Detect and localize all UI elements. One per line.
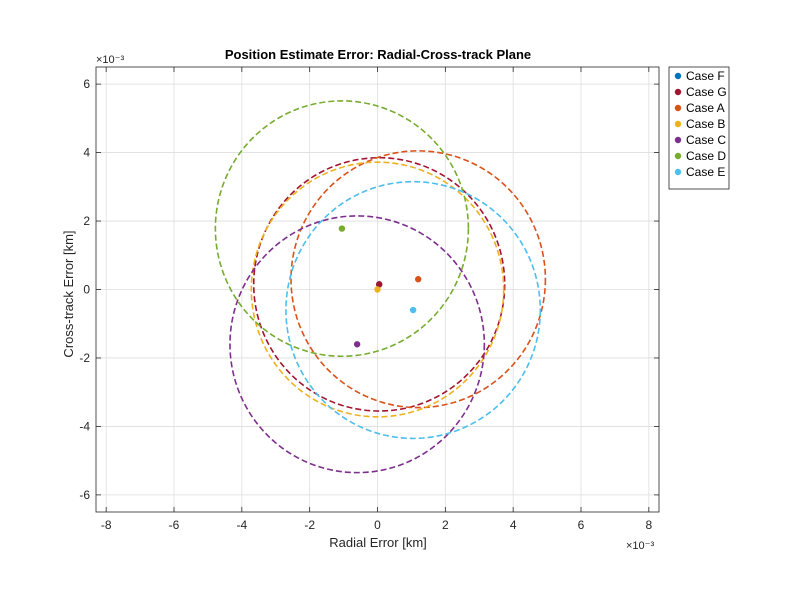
legend-marker-case-a bbox=[674, 104, 682, 112]
y-tick-label: 2 bbox=[83, 214, 90, 228]
ellipse-case-a bbox=[290, 150, 547, 409]
point-case-a bbox=[414, 276, 422, 283]
y-exponent-label: ×10⁻³ bbox=[96, 54, 124, 66]
legend-marker-case-g bbox=[674, 88, 682, 96]
ellipse-case-e bbox=[285, 180, 542, 440]
x-tick-label: 8 bbox=[645, 518, 652, 532]
ellipse-case-g bbox=[252, 156, 506, 412]
y-tick-label: -6 bbox=[79, 488, 90, 502]
legend: Case F Case G Case A Case B Case C Case D Case… bbox=[668, 66, 730, 190]
legend-marker-case-e bbox=[674, 168, 682, 176]
legend-label-case-b: Case B bbox=[686, 117, 725, 131]
legend-label-case-c: Case C bbox=[686, 133, 726, 147]
y-tick-label: -4 bbox=[79, 419, 90, 433]
x-tick-label: -4 bbox=[237, 518, 248, 532]
legend-box bbox=[668, 66, 730, 190]
legend-marker-case-f bbox=[674, 72, 682, 80]
point-case-d bbox=[338, 225, 346, 232]
ticks: -8 -6 -4 -2 0 2 4 6 8 -6 -4 -2 0 2 4 6 bbox=[79, 67, 659, 532]
legend-label-case-g: Case G bbox=[686, 85, 727, 99]
point-case-g bbox=[375, 281, 383, 288]
legend-label-case-a: Case A bbox=[686, 101, 725, 115]
ellipse-case-c bbox=[229, 215, 486, 474]
chart-title: Position Estimate Error: Radial-Cross-tr… bbox=[225, 47, 531, 62]
legend-label-case-e: Case E bbox=[686, 165, 725, 179]
legend-label-case-f: Case F bbox=[686, 69, 725, 83]
y-tick-label: -2 bbox=[79, 351, 90, 365]
x-tick-label: -2 bbox=[304, 518, 315, 532]
legend-marker-case-c bbox=[674, 136, 682, 144]
x-exponent-label: ×10⁻³ bbox=[626, 540, 654, 552]
x-tick-label: -8 bbox=[101, 518, 112, 532]
ellipse-case-d bbox=[214, 100, 470, 358]
grid bbox=[96, 67, 659, 512]
x-tick-label: 0 bbox=[374, 518, 381, 532]
point-case-c bbox=[353, 341, 361, 348]
x-axis-label: Radial Error [km] bbox=[329, 535, 427, 550]
y-tick-label: 4 bbox=[83, 146, 90, 160]
legend-label-case-d: Case D bbox=[686, 149, 726, 163]
point-case-b bbox=[374, 286, 381, 293]
ellipse-case-b bbox=[250, 161, 505, 418]
point-case-e bbox=[409, 306, 417, 314]
legend-marker-case-b bbox=[674, 120, 682, 128]
x-tick-label: 6 bbox=[578, 518, 585, 532]
x-tick-label: 4 bbox=[510, 518, 517, 532]
y-tick-label: 0 bbox=[83, 283, 90, 297]
x-tick-label: 2 bbox=[442, 518, 449, 532]
y-axis-label: Cross-track Error [km] bbox=[61, 230, 76, 357]
plot-area bbox=[214, 100, 547, 474]
legend-marker-case-d bbox=[674, 152, 682, 160]
x-tick-label: -6 bbox=[169, 518, 180, 532]
y-tick-label: 6 bbox=[83, 77, 90, 91]
